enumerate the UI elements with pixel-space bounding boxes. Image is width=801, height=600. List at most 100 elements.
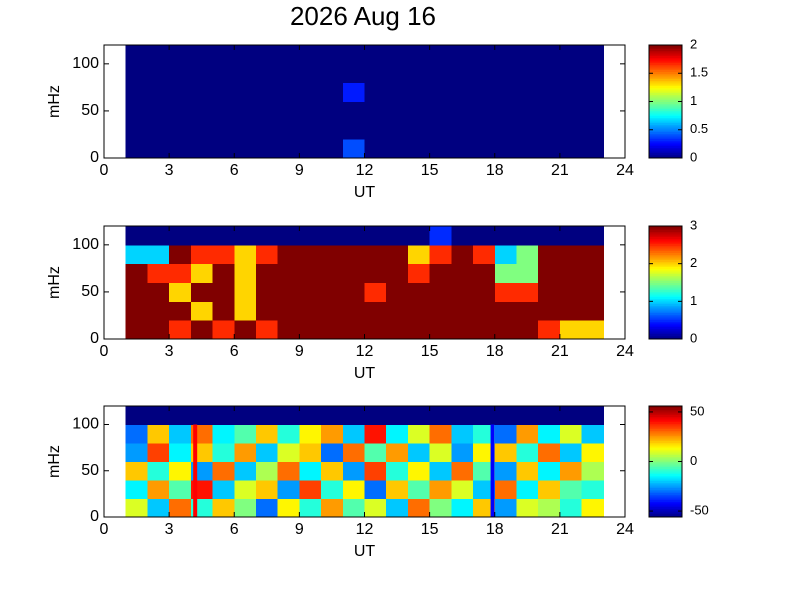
heatmap-cell bbox=[538, 63, 561, 84]
heatmap-cell bbox=[516, 480, 539, 499]
heatmap-cell bbox=[559, 226, 583, 246]
heatmap-cell bbox=[538, 226, 561, 246]
heatmap-cell bbox=[494, 480, 517, 499]
heatmap-cell bbox=[364, 120, 387, 140]
heatmap-cell bbox=[559, 82, 583, 102]
colorbar-swatch bbox=[649, 57, 682, 60]
heatmap-cell bbox=[407, 424, 431, 444]
heatmap-cell bbox=[321, 45, 344, 65]
heatmap-cell bbox=[342, 101, 365, 121]
heatmap-cell bbox=[342, 461, 365, 481]
heatmap-cell bbox=[538, 424, 561, 444]
colorbar-swatch bbox=[649, 499, 682, 502]
colorbar-swatch bbox=[649, 485, 682, 489]
heatmap-cell bbox=[321, 282, 344, 302]
x-tick-label: 24 bbox=[616, 343, 634, 360]
heatmap-cell bbox=[299, 498, 322, 518]
colorbar-swatch bbox=[649, 464, 682, 468]
heatmap-cell bbox=[429, 424, 452, 444]
heatmap-cell bbox=[321, 226, 344, 246]
heatmap-cell bbox=[364, 320, 387, 340]
heatmap-cell bbox=[277, 120, 300, 140]
heatmap-cell bbox=[429, 101, 452, 121]
x-tick-label: 21 bbox=[551, 343, 569, 360]
colorbar-swatch bbox=[649, 270, 682, 273]
heatmap-cell bbox=[516, 226, 539, 246]
y-tick-label: 100 bbox=[72, 416, 99, 433]
colorbar-swatch bbox=[649, 452, 682, 456]
heatmap-cell bbox=[212, 63, 235, 84]
colorbar-swatch bbox=[649, 492, 682, 495]
heatmap-cell bbox=[234, 63, 257, 84]
colorbar-swatch bbox=[649, 487, 682, 490]
heatmap-cell bbox=[277, 320, 300, 340]
colorbar-swatch bbox=[649, 112, 682, 115]
colorbar-swatch bbox=[649, 78, 682, 81]
colorbar-swatch bbox=[649, 264, 682, 268]
colorbar-swatch bbox=[649, 406, 682, 409]
colorbar-swatch bbox=[649, 298, 682, 301]
colorbar-swatch bbox=[649, 314, 682, 317]
heatmap-cell bbox=[473, 406, 496, 425]
heatmap-cell bbox=[516, 461, 539, 481]
heatmap-cell bbox=[494, 301, 517, 321]
heatmap-cell bbox=[299, 226, 322, 246]
heatmap-cell bbox=[342, 45, 365, 65]
heatmap-cell bbox=[234, 226, 257, 246]
heatmap-cell bbox=[516, 244, 539, 265]
colorbar-swatch bbox=[649, 229, 682, 232]
x-tick-label: 0 bbox=[100, 162, 109, 179]
heatmap-cell bbox=[299, 424, 322, 444]
colorbar-swatch bbox=[649, 411, 682, 414]
x-tick-label: 15 bbox=[421, 343, 439, 360]
colorbar-swatch bbox=[649, 271, 682, 275]
x-tick-label: 21 bbox=[551, 521, 569, 538]
colorbar-swatch bbox=[649, 64, 682, 67]
heatmap-cell bbox=[364, 443, 387, 462]
heatmap-cell bbox=[234, 139, 257, 159]
heatmap-cell bbox=[342, 63, 365, 84]
heatmap-cell bbox=[212, 263, 235, 283]
heatmap-cell bbox=[451, 443, 474, 462]
x-tick-label: 24 bbox=[616, 521, 634, 538]
heatmap-cell bbox=[255, 320, 279, 340]
heatmap-cell bbox=[386, 120, 409, 140]
colorbar-swatch bbox=[649, 504, 682, 508]
colorbar-swatch bbox=[649, 127, 682, 131]
colorbar-swatch bbox=[649, 59, 682, 62]
heatmap-cell bbox=[516, 101, 539, 121]
heatmap-cell bbox=[212, 139, 235, 159]
heatmap-cell bbox=[147, 139, 170, 159]
y-tick-label: 50 bbox=[81, 462, 99, 479]
heatmap-cell bbox=[277, 45, 300, 65]
x-tick-label: 6 bbox=[230, 162, 239, 179]
y-tick-label: 0 bbox=[90, 508, 99, 525]
heatmap-cell bbox=[473, 498, 496, 518]
heatmap-cell bbox=[538, 139, 561, 159]
heatmap-cell bbox=[494, 63, 517, 84]
colorbar-swatch bbox=[649, 138, 682, 141]
heatmap-cell bbox=[407, 406, 431, 425]
colorbar-swatch bbox=[649, 129, 682, 133]
heatmap-cell bbox=[559, 263, 583, 283]
heatmap-cell bbox=[581, 282, 604, 302]
heatmap-cell bbox=[212, 82, 235, 102]
colorbar-tick-label: 2 bbox=[690, 36, 697, 51]
colorbar-swatch bbox=[649, 131, 682, 134]
colorbar-swatch bbox=[649, 266, 682, 269]
heatmap-cell bbox=[581, 63, 604, 84]
heatmap-cell bbox=[212, 406, 235, 425]
heatmap-cell bbox=[147, 424, 170, 444]
heatmap-cell bbox=[451, 120, 474, 140]
colorbar-swatch bbox=[649, 248, 682, 252]
colorbar-swatch bbox=[649, 501, 682, 504]
heatmap-cell bbox=[559, 406, 583, 425]
x-tick-label: 6 bbox=[230, 343, 239, 360]
heatmap-cell bbox=[473, 82, 496, 102]
heatmap-cell bbox=[538, 320, 561, 340]
heatmap-cell bbox=[277, 63, 300, 84]
heatmap-cell bbox=[321, 320, 344, 340]
heatmap-cell bbox=[255, 301, 279, 321]
heatmap-cell bbox=[169, 461, 192, 481]
heatmap-cell bbox=[125, 139, 148, 159]
